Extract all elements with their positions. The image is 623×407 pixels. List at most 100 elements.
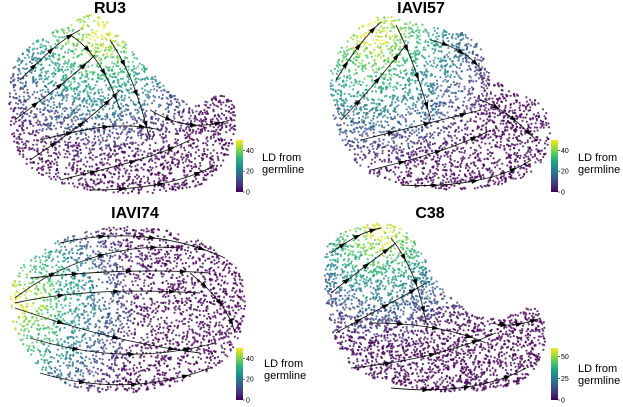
scatter-point <box>523 159 526 162</box>
scatter-point <box>58 176 61 179</box>
scatter-point <box>439 155 442 158</box>
scatter-point <box>195 177 198 180</box>
scatter-point <box>386 86 389 89</box>
scatter-point <box>431 107 434 110</box>
scatter-point <box>192 165 195 169</box>
scatter-point <box>96 167 99 170</box>
scatter-point <box>217 159 220 162</box>
scatter-point <box>25 158 28 161</box>
scatter-point <box>108 152 111 155</box>
scatter-point <box>40 124 43 127</box>
scatter-point <box>216 152 219 155</box>
scatter-point <box>75 97 78 100</box>
scatter-point <box>120 118 123 121</box>
scatter-point <box>89 185 92 188</box>
scatter-point <box>442 29 445 32</box>
scatter-point <box>503 147 506 150</box>
scatter-point <box>430 158 433 161</box>
scatter-point <box>14 116 17 119</box>
scatter-point <box>469 119 472 123</box>
scatter-point <box>519 154 522 157</box>
scatter-point <box>484 106 487 109</box>
scatter-point <box>209 152 212 155</box>
colorbar <box>236 140 243 192</box>
scatter-point <box>125 51 128 54</box>
scatter-point <box>483 74 486 77</box>
scatter-point <box>348 93 351 96</box>
scatter-point <box>544 117 547 120</box>
scatter-point <box>96 21 99 24</box>
scatter-point <box>11 133 14 136</box>
scatter-point <box>40 50 43 53</box>
scatter-point <box>530 170 533 173</box>
scatter-point <box>80 117 83 120</box>
scatter-point <box>367 165 370 168</box>
scatter-point <box>371 68 375 71</box>
scatter-point <box>34 69 37 73</box>
scatter-point <box>64 152 67 155</box>
scatter-point <box>197 139 200 142</box>
scatter-point <box>188 137 192 140</box>
scatter-point <box>46 148 50 151</box>
scatter-point <box>393 36 396 39</box>
scatter-point <box>442 80 445 83</box>
scatter-point <box>83 97 86 100</box>
scatter-point <box>512 137 515 140</box>
scatter-point <box>428 55 431 58</box>
scatter-point <box>194 105 197 108</box>
scatter-point <box>433 91 436 94</box>
scatter-point <box>89 178 92 181</box>
scatter-point <box>431 133 434 136</box>
scatter-point <box>156 148 159 151</box>
scatter-point <box>210 170 213 173</box>
scatter-point <box>22 103 25 106</box>
scatter-point <box>445 153 448 156</box>
scatter-point <box>362 33 365 36</box>
scatter-point <box>405 119 408 122</box>
scatter-point <box>84 88 87 91</box>
scatter-point <box>361 134 364 138</box>
scatter-point <box>438 46 441 49</box>
scatter-point <box>376 105 379 108</box>
scatter-point <box>86 72 89 76</box>
scatter-point <box>93 122 96 125</box>
stream-arrowhead <box>142 120 148 129</box>
scatter-point <box>131 118 134 121</box>
scatter-point <box>143 99 146 102</box>
scatter-point <box>371 145 374 148</box>
scatter-point <box>191 109 194 112</box>
scatter-point <box>460 90 463 93</box>
scatter-point <box>482 112 485 115</box>
scatter-point <box>73 108 76 111</box>
scatter-point <box>28 148 31 151</box>
scatter-point <box>380 167 383 171</box>
scatter-point <box>368 110 371 113</box>
scatter-point <box>372 64 375 67</box>
scatter-point <box>450 165 453 168</box>
scatter-point <box>148 158 152 161</box>
scatter-point <box>23 91 26 94</box>
scatter-point <box>507 145 510 148</box>
scatter-point <box>104 118 107 121</box>
scatter-point <box>376 175 379 178</box>
scatter-point <box>504 104 507 107</box>
scatter-point <box>527 103 530 106</box>
scatter-point <box>509 103 513 106</box>
scatter-point <box>135 173 138 177</box>
scatter-point <box>209 118 212 121</box>
scatter-point <box>210 157 213 160</box>
scatter-point <box>497 160 500 163</box>
scatter-point <box>120 147 123 150</box>
scatter-point <box>56 46 59 49</box>
scatter-point <box>165 96 168 99</box>
scatter-point <box>450 105 453 108</box>
scatter-point <box>527 125 530 128</box>
scatter-point <box>51 54 55 57</box>
scatter-point <box>446 155 449 158</box>
scatter-point <box>515 114 518 117</box>
scatter-point <box>384 75 387 79</box>
scatter-point <box>442 93 445 96</box>
scatter-point <box>85 146 88 149</box>
scatter-point <box>466 134 469 137</box>
scatter-point <box>106 135 109 138</box>
